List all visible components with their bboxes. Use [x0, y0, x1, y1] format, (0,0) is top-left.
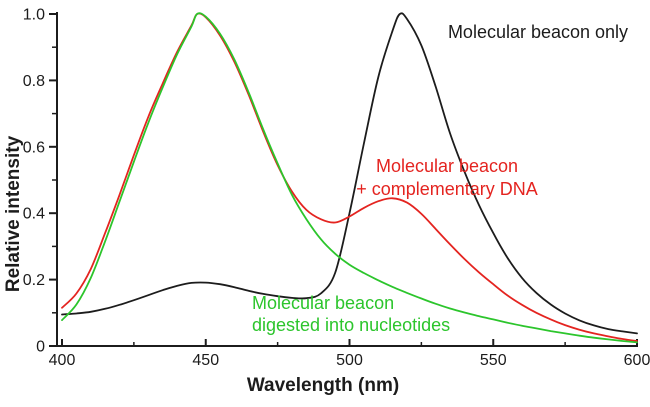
y-tick-label: 1.0: [23, 7, 45, 24]
series-annotations: Molecular beacon only Molecular beacon + c…: [252, 22, 628, 335]
y-tick-label: 0.4: [23, 206, 45, 223]
y-tick-label: 0.2: [23, 272, 45, 289]
x-tick-label: 550: [480, 352, 507, 369]
label-beacon-digested: Molecular beacon digested into nucleotide…: [252, 293, 450, 335]
data-series: [61, 12, 638, 344]
y-tick-label: 0: [36, 339, 45, 356]
axis-tick-labels: 400 450 500 550 600 0 0.2 0.4 0.6 0.8 1.0: [23, 7, 650, 370]
x-tick-label: 500: [336, 352, 363, 369]
x-tick-label: 450: [192, 352, 219, 369]
label-beacon-complementary-line-2: + complementary DNA: [356, 179, 538, 199]
y-tick-label: 0.8: [23, 73, 45, 90]
y-tick-label: 0.6: [23, 139, 45, 156]
x-axis-title: Wavelength (nm): [247, 375, 399, 396]
curve-molecular-beacon-only: [61, 12, 638, 335]
label-beacon-complementary-line-1: Molecular beacon: [376, 156, 518, 176]
x-tick-label: 400: [49, 352, 76, 369]
label-beacon-only-line-1: Molecular beacon only: [448, 22, 628, 42]
curve-molecular-beacon-complementary-dna: [61, 12, 638, 342]
curve-molecular-beacon-digested-into-nucleotides: [61, 12, 638, 344]
label-beacon-only: Molecular beacon only: [448, 22, 628, 42]
label-beacon-complementary: Molecular beacon + complementary DNA: [356, 156, 538, 199]
label-beacon-digested-line-1: Molecular beacon: [252, 293, 394, 313]
y-axis-title: Relative intensity: [3, 135, 24, 292]
label-beacon-digested-line-2: digested into nucleotides: [252, 315, 450, 335]
axis-ticks: [49, 13, 638, 347]
x-tick-label: 600: [624, 352, 650, 369]
